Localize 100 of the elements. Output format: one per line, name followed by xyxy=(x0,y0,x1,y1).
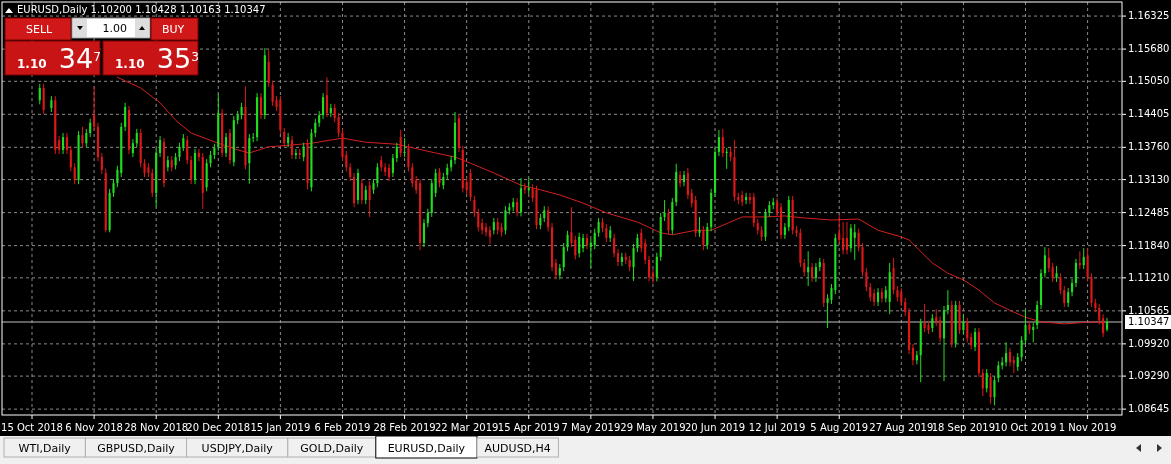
candlestick xyxy=(690,188,693,208)
candlestick xyxy=(682,170,686,187)
candlestick xyxy=(1005,341,1008,367)
text: EURUSD,Daily xyxy=(387,442,466,455)
candlestick xyxy=(38,83,41,105)
x-tick-label: 1 Nov 2019 xyxy=(1058,422,1117,433)
y-tick-label: 1.13760 xyxy=(1128,141,1170,153)
y-tick-label: 1.12485 xyxy=(1128,206,1170,218)
x-tick-label: 27 Aug 2019 xyxy=(869,422,934,433)
candlestick xyxy=(403,137,406,158)
candlestick xyxy=(814,262,817,283)
x-tick-label: 15 Apr 2019 xyxy=(497,422,560,433)
x-tick-label: 20 Jun 2019 xyxy=(684,422,746,433)
candlestick xyxy=(159,135,162,158)
x-tick-label: 5 Aug 2019 xyxy=(810,422,869,433)
candlestick xyxy=(578,232,581,258)
candlestick xyxy=(632,243,635,282)
candlestick xyxy=(1047,247,1050,273)
candlestick xyxy=(946,289,949,315)
candlestick xyxy=(422,218,426,248)
candlestick xyxy=(287,132,290,148)
candlestick xyxy=(314,118,317,138)
y-tick-label: 1.15680 xyxy=(1128,43,1170,55)
candlestick xyxy=(613,233,616,258)
candlestick xyxy=(151,168,154,198)
candlestick xyxy=(516,197,519,217)
candlestick xyxy=(717,129,720,157)
x-tick-label: 15 Jan 2019 xyxy=(250,422,311,433)
candlestick xyxy=(574,235,577,260)
candlestick xyxy=(337,112,340,138)
candlestick xyxy=(838,214,841,245)
text: AUDUSD,H4 xyxy=(484,442,551,455)
candlestick xyxy=(484,222,488,237)
candlestick xyxy=(1086,247,1089,282)
candlestick xyxy=(865,267,868,292)
candlestick xyxy=(845,221,849,255)
candlestick xyxy=(989,372,992,405)
candlestick xyxy=(368,180,371,218)
candlestick xyxy=(853,223,856,261)
candlestick xyxy=(283,127,286,148)
x-tick-label: 6 Feb 2019 xyxy=(314,422,371,433)
candlestick xyxy=(679,170,682,188)
candlestick xyxy=(488,225,492,245)
x-tick-label: 15 Oct 2018 xyxy=(1,422,63,433)
annotation: 1.10 34$^{7}$ xyxy=(17,43,101,74)
candlestick xyxy=(477,208,480,232)
candlestick xyxy=(1036,300,1039,330)
candlestick xyxy=(73,162,76,185)
candlestick xyxy=(426,208,429,228)
y-tick-label: 1.08645 xyxy=(1128,403,1170,415)
y-tick-label: 1.14405 xyxy=(1128,108,1170,120)
candlestick xyxy=(698,216,701,238)
y-tick-label: 1.11210 xyxy=(1128,271,1170,283)
x-tick-label: 28 Feb 2019 xyxy=(373,422,436,433)
candlestick xyxy=(655,252,658,282)
candlestick xyxy=(89,118,92,138)
candlestick xyxy=(399,129,402,158)
candlestick xyxy=(1059,272,1062,295)
candlestick xyxy=(434,168,437,198)
candlestick xyxy=(1024,309,1027,345)
x-tick-label: 7 May 2019 xyxy=(561,422,621,433)
candlestick xyxy=(973,327,977,352)
candlestick xyxy=(939,315,942,343)
candlestick xyxy=(702,225,705,251)
candlestick xyxy=(1008,347,1012,367)
candlestick xyxy=(966,317,969,343)
candlestick xyxy=(725,147,728,170)
candlestick xyxy=(290,135,294,160)
candlestick xyxy=(849,223,852,253)
x-tick-label: 6 Nov 2018 xyxy=(65,422,123,433)
candlestick xyxy=(904,297,907,317)
candlestick xyxy=(644,238,647,265)
candlestick xyxy=(322,92,325,120)
candlestick xyxy=(842,221,845,255)
candlestick xyxy=(721,128,724,158)
candlestick xyxy=(1020,335,1023,362)
candlestick xyxy=(869,282,872,302)
candlestick xyxy=(911,343,915,366)
candlestick xyxy=(783,222,786,240)
x-tick-label: 28 Nov 2018 xyxy=(124,422,189,433)
y-tick-label: 1.09920 xyxy=(1128,337,1170,349)
candlestick xyxy=(776,197,779,218)
candlestick xyxy=(616,248,620,267)
x-tick-label: 29 May 2019 xyxy=(620,422,686,433)
candlestick xyxy=(333,103,336,123)
x-tick-label: 20 Dec 2018 xyxy=(186,422,251,433)
candlestick xyxy=(93,86,96,132)
candlestick xyxy=(873,288,876,307)
candlestick xyxy=(387,163,391,182)
annotation: 1.00 xyxy=(102,22,127,35)
x-tick-label: 12 Jul 2019 xyxy=(748,422,806,433)
text: WTI,Daily xyxy=(18,442,72,455)
candlestick xyxy=(706,222,709,250)
candlestick xyxy=(135,128,138,148)
candlestick xyxy=(547,205,550,232)
candlestick xyxy=(1067,287,1070,308)
candlestick xyxy=(69,145,72,172)
candlestick xyxy=(325,76,329,118)
candlestick xyxy=(981,368,984,397)
candlestick xyxy=(667,208,670,235)
